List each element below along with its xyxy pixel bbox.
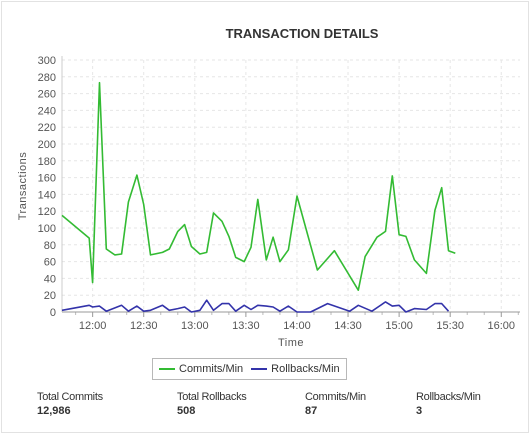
y-tick-label: 0: [50, 307, 56, 319]
stat-value: 508: [177, 405, 196, 417]
y-tick-label: 280: [38, 72, 56, 84]
y-tick-label: 160: [38, 173, 56, 185]
series-layer: [61, 81, 456, 313]
x-tick-label: 13:00: [181, 320, 209, 332]
x-tick-label: 15:00: [385, 320, 413, 332]
y-tick-label: 200: [38, 139, 56, 151]
x-tick-label: 16:00: [488, 320, 516, 332]
chart-title: TRANSACTION DETAILS: [226, 26, 379, 41]
stat-label: Commits/Min: [305, 391, 366, 403]
y-tick-label: 240: [38, 105, 56, 117]
stat-total-rollbacks: Total Rollbacks 508: [177, 391, 247, 417]
labels-layer: 0 20 40 60 80 100 120 140 160 180 200 220 240 260 280 3…: [17, 26, 515, 349]
legend-label-commits: Commits/Min: [179, 363, 244, 375]
stat-total-commits: Total Commits 12,986: [37, 391, 103, 417]
x-tick-label: 13:30: [232, 320, 260, 332]
y-tick-label: 100: [38, 223, 56, 235]
x-tick-label: 12:00: [79, 320, 107, 332]
legend-swatch-commits: [159, 368, 175, 370]
chart-legend: Commits/Min Rollbacks/Min: [152, 358, 347, 380]
x-tick-label: 14:00: [283, 320, 311, 332]
axes-layer: [61, 56, 520, 317]
series-line-rollbacks: [61, 299, 450, 313]
y-tick-label: 80: [44, 240, 56, 252]
grid-layer: [62, 59, 520, 312]
y-tick-label: 20: [44, 290, 56, 302]
stat-label: Rollbacks/Min: [416, 391, 481, 403]
y-tick-label: 120: [38, 206, 56, 218]
y-tick-label: 140: [38, 189, 56, 201]
stat-value: 87: [305, 405, 318, 417]
x-tick-label: 15:30: [436, 320, 464, 332]
stat-value: 12,986: [37, 405, 71, 417]
legend-entry-commits[interactable]: Commits/Min: [159, 363, 243, 375]
legend-label-rollbacks: Rollbacks/Min: [271, 363, 340, 375]
y-tick-label: 40: [44, 273, 56, 285]
y-tick-label: 220: [38, 122, 56, 134]
y-tick-label: 300: [38, 55, 56, 67]
y-tick-label: 60: [44, 257, 56, 269]
legend-entry-rollbacks[interactable]: Rollbacks/Min: [251, 363, 340, 375]
stat-label: Total Rollbacks: [177, 391, 247, 403]
y-axis-title: Transactions: [17, 152, 29, 221]
stat-value: 3: [416, 405, 423, 417]
stat-rollbacks-per-min: Rollbacks/Min 3: [416, 391, 481, 417]
transaction-chart: 0 20 40 60 80 100 120 140 160 180 200 220 240 260 280 3…: [17, 26, 520, 349]
series-line-commits: [61, 81, 456, 292]
legend-swatch-rollbacks: [251, 368, 268, 370]
y-tick-label: 180: [38, 156, 56, 168]
x-tick-label: 12:30: [130, 320, 158, 332]
stat-label: Total Commits: [37, 391, 103, 403]
stat-commits-per-min: Commits/Min 87: [305, 391, 366, 417]
x-tick-label: 14:30: [334, 320, 362, 332]
x-axis-title: Time: [278, 337, 304, 349]
y-tick-label: 260: [38, 89, 56, 101]
